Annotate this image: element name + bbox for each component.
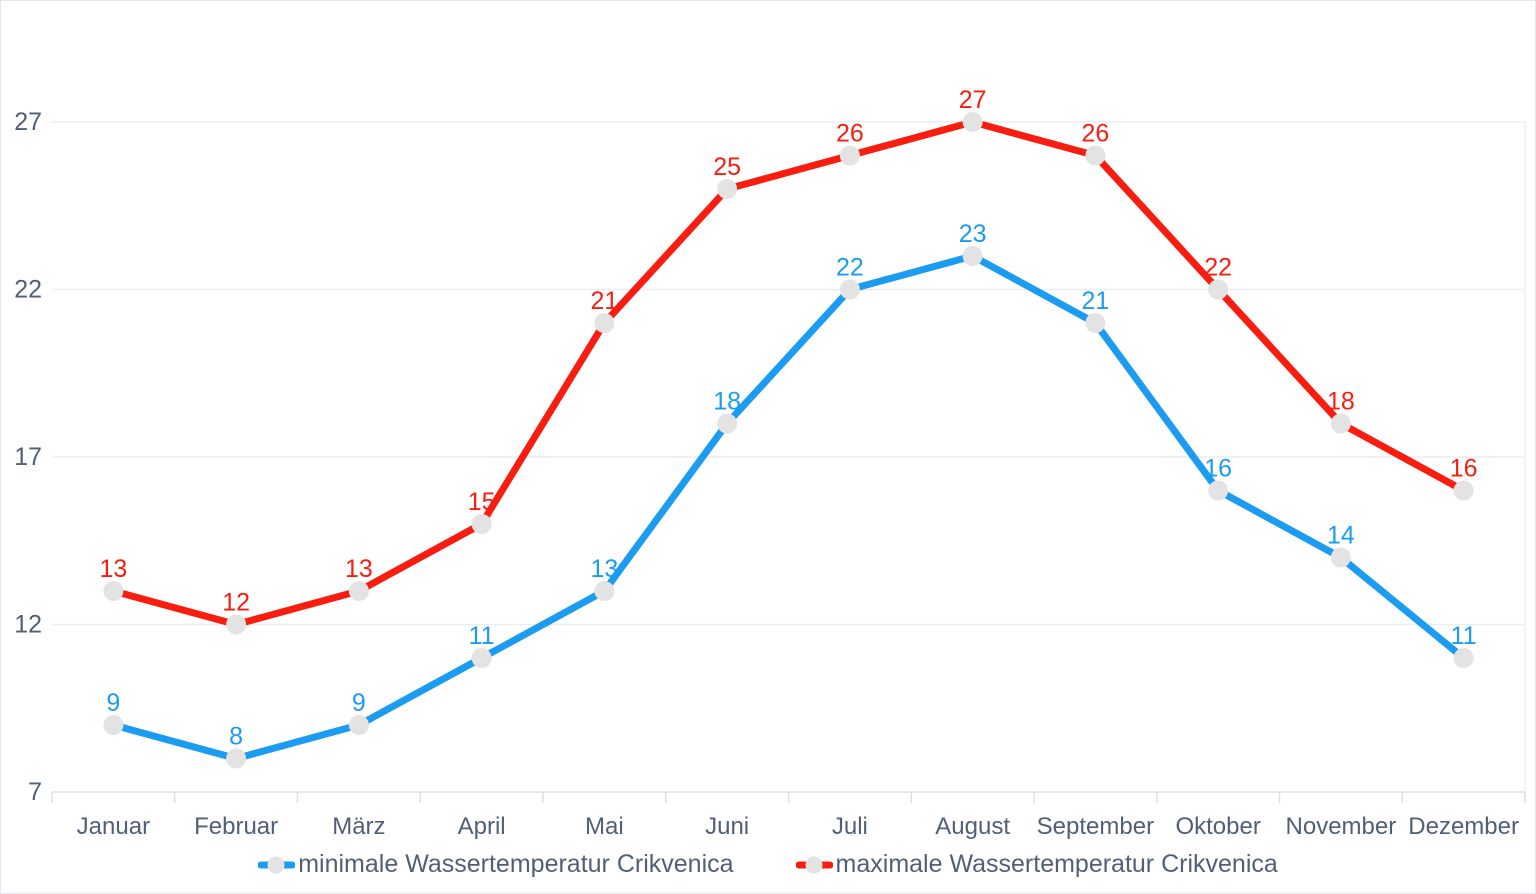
data-label: 22 bbox=[836, 254, 864, 282]
legend-item: maximale Wassertemperatur Crikvenica bbox=[795, 850, 1278, 879]
x-axis-category-label: Juli bbox=[832, 813, 868, 840]
y-axis-tick-label: 27 bbox=[14, 108, 42, 136]
data-point-marker bbox=[717, 413, 738, 434]
legend-item: minimale Wassertemperatur Crikvenica bbox=[258, 850, 734, 879]
data-label: 16 bbox=[1204, 455, 1232, 483]
data-point-marker bbox=[471, 648, 492, 668]
data-point-marker bbox=[839, 279, 860, 300]
data-point-marker bbox=[348, 581, 369, 601]
data-point-marker bbox=[717, 179, 738, 199]
data-point-marker bbox=[1330, 547, 1351, 568]
x-axis-category-label: Dezember bbox=[1408, 813, 1519, 840]
y-axis-tick-label: 7 bbox=[28, 778, 42, 806]
legend-label: minimale Wassertemperatur Crikvenica bbox=[298, 850, 734, 878]
data-point-marker bbox=[226, 614, 247, 635]
data-point-marker bbox=[103, 715, 124, 735]
data-label: 11 bbox=[1451, 622, 1477, 650]
data-label: 11 bbox=[469, 622, 495, 650]
data-label: 27 bbox=[959, 86, 987, 114]
data-point-marker bbox=[594, 313, 615, 333]
data-label: 14 bbox=[1327, 522, 1355, 550]
x-axis-category-label: September bbox=[1037, 813, 1154, 840]
data-point-marker bbox=[1208, 279, 1229, 300]
x-axis-category-label: März bbox=[332, 813, 385, 840]
y-axis-tick-label: 17 bbox=[14, 443, 42, 471]
y-axis-tick-label: 22 bbox=[14, 276, 42, 304]
data-point-marker bbox=[1330, 413, 1351, 434]
data-label: 23 bbox=[959, 220, 987, 248]
data-point-marker bbox=[1085, 145, 1106, 166]
data-label: 21 bbox=[1081, 287, 1109, 315]
x-axis-category-label: Februar bbox=[194, 813, 278, 840]
legend-label: maximale Wassertemperatur Crikvenica bbox=[835, 850, 1278, 878]
data-label: 13 bbox=[99, 555, 127, 583]
data-label: 13 bbox=[590, 555, 618, 583]
data-label: 26 bbox=[1081, 120, 1109, 148]
data-label: 18 bbox=[713, 388, 741, 416]
data-label: 16 bbox=[1450, 455, 1478, 483]
x-axis-category-label: November bbox=[1286, 813, 1397, 840]
data-label: 15 bbox=[468, 488, 496, 516]
data-point-marker bbox=[594, 581, 615, 601]
data-point-marker bbox=[839, 145, 860, 166]
series-line bbox=[109, 118, 1468, 628]
series-line bbox=[109, 252, 1468, 762]
legend: minimale Wassertemperatur Crikvenica maxi… bbox=[1, 850, 1535, 879]
data-point-marker bbox=[1453, 648, 1474, 668]
data-label: 8 bbox=[229, 723, 243, 751]
data-label: 25 bbox=[713, 153, 741, 181]
legend-marker-icon bbox=[795, 856, 833, 873]
data-label: 9 bbox=[106, 689, 120, 717]
data-label: 26 bbox=[836, 120, 864, 148]
data-point-marker bbox=[348, 715, 369, 735]
data-label: 21 bbox=[590, 287, 618, 315]
data-point-marker bbox=[1453, 480, 1474, 501]
data-label: 9 bbox=[352, 689, 366, 717]
data-point-marker bbox=[471, 514, 492, 534]
x-axis-category-label: Juni bbox=[705, 813, 749, 840]
x-axis-category-label: Januar bbox=[77, 813, 150, 840]
data-label: 12 bbox=[222, 589, 250, 617]
data-point-marker bbox=[962, 246, 983, 266]
legend-marker-icon bbox=[258, 856, 296, 873]
data-label: 18 bbox=[1327, 388, 1355, 416]
x-axis-category-label: April bbox=[458, 813, 506, 840]
data-point-marker bbox=[962, 112, 983, 132]
y-axis-tick-label: 12 bbox=[14, 611, 42, 639]
x-axis-category-label: Mai bbox=[585, 813, 624, 840]
data-point-marker bbox=[103, 581, 124, 601]
data-point-marker bbox=[1208, 480, 1229, 501]
data-label: 13 bbox=[345, 555, 373, 583]
data-point-marker bbox=[1085, 313, 1106, 333]
data-label: 22 bbox=[1204, 254, 1232, 282]
x-axis-category-label: Oktober bbox=[1175, 813, 1260, 840]
x-axis-category-label: August bbox=[935, 813, 1010, 840]
data-point-marker bbox=[226, 748, 247, 769]
